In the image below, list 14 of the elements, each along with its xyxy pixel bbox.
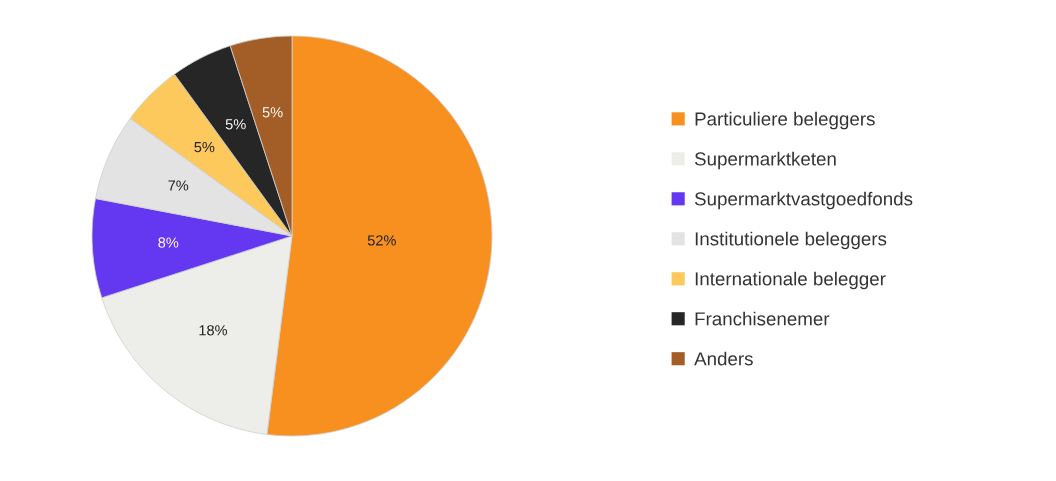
legend-label: Particuliere beleggers xyxy=(695,111,875,130)
legend-label: Franchisenemer xyxy=(695,311,830,326)
data-label: 8% xyxy=(158,237,179,248)
legend-label: Institutionele beleggers xyxy=(695,231,887,250)
legend-label: Anders xyxy=(694,351,753,366)
legend-label: Internationale belegger xyxy=(695,271,886,290)
data-label: 5% xyxy=(262,107,283,118)
legend-label: Supermarktketen xyxy=(694,151,836,170)
data-label: 5% xyxy=(194,141,215,153)
legend-label: Supermarktvastgoedfonds xyxy=(694,191,913,210)
data-label: 18% xyxy=(199,325,228,336)
data-label: 7% xyxy=(168,180,189,191)
data-label: 5% xyxy=(225,119,246,130)
data-label: 52% xyxy=(367,235,396,246)
